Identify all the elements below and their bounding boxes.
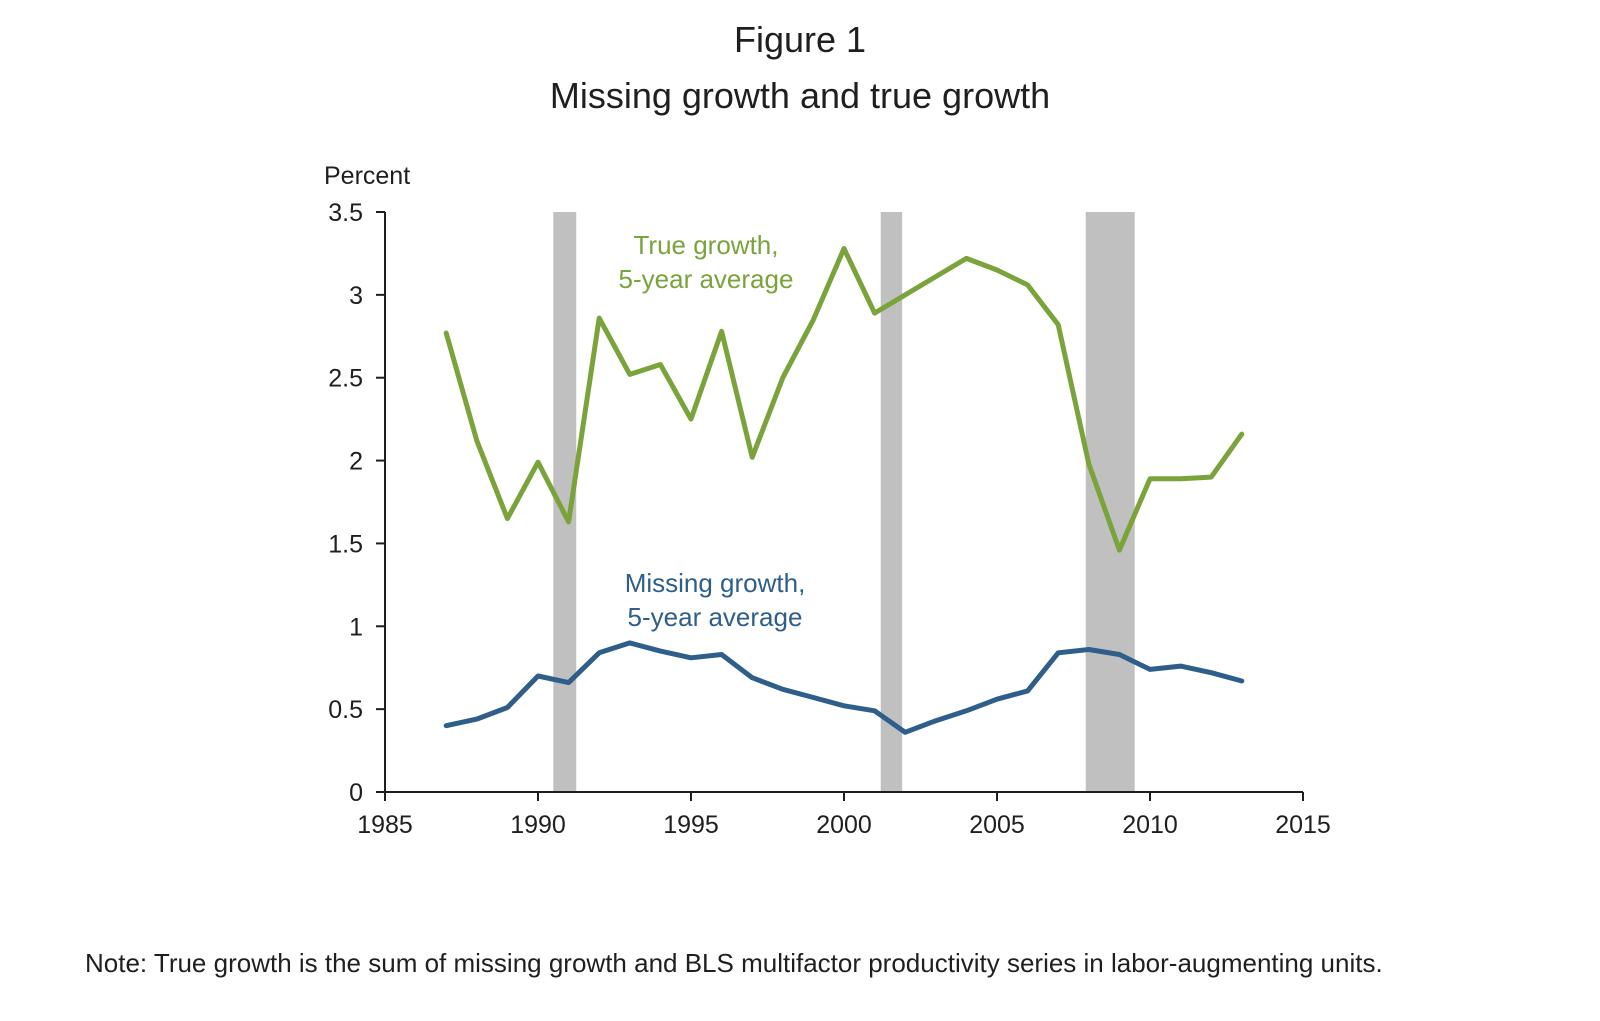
chart-title: Missing growth and true growth: [549, 75, 1051, 116]
x-tick-label: 1985: [357, 811, 413, 839]
x-tick-label: 2015: [1275, 811, 1331, 839]
y-axis-label: Percent: [324, 162, 410, 190]
y-tick-label: 0.5: [328, 696, 363, 724]
x-tick-label: 2010: [1122, 811, 1178, 839]
x-tick-label: 1990: [510, 811, 566, 839]
recession-band-3: [1085, 212, 1135, 792]
series-line-1: [443, 246, 1245, 553]
y-tick-label: 2: [349, 448, 363, 476]
x-tick-label: 2005: [969, 811, 1025, 839]
series-line-2: [443, 640, 1245, 735]
chart-note: Note: True growth is the sum of missing …: [85, 948, 1383, 978]
y-tick-label: 3: [349, 282, 363, 310]
x-tick-label: 1995: [663, 811, 719, 839]
figure-label: Figure 1: [733, 19, 867, 60]
recession-band-2: [880, 212, 903, 792]
series-label-1: 5-year average: [619, 264, 794, 294]
x-tick-label: 2000: [816, 811, 872, 839]
y-tick-label: 0: [349, 779, 363, 807]
recession-band-1: [553, 212, 577, 792]
y-tick-label: 3.5: [328, 199, 363, 227]
series-label-1: True growth,: [634, 230, 779, 260]
y-tick-label: 2.5: [328, 365, 363, 393]
series-label-2: Missing growth,: [625, 568, 806, 598]
y-tick-label: 1: [349, 613, 363, 641]
y-tick-label: 1.5: [328, 530, 363, 558]
series-label-2: 5-year average: [628, 602, 803, 632]
